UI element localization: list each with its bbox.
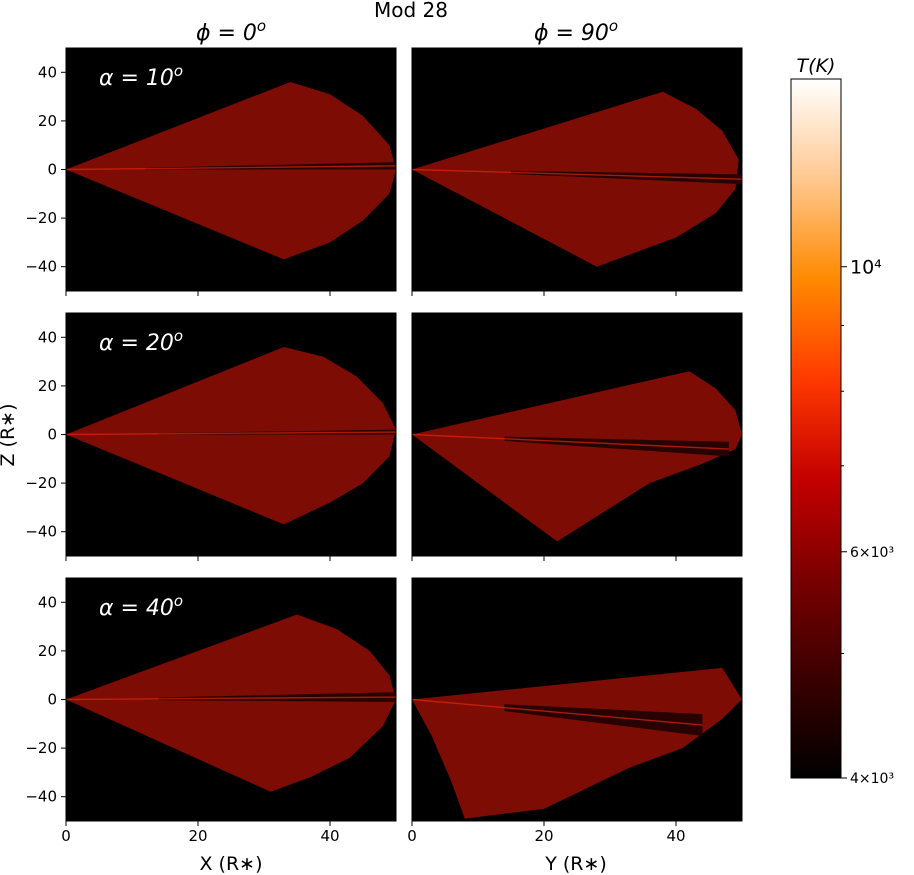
row-label: α = 20o [99,327,183,356]
y-tick-label: 20 [38,642,57,660]
y-axis-label: Z (R∗) [0,403,19,466]
x-tick-label: 40 [320,827,339,845]
y-tick-label: 40 [38,328,57,346]
dark-midplane-band [158,692,396,702]
y-tick-label: 20 [38,112,57,130]
x-tick-label: 40 [666,827,685,845]
hot-midplane-streak [65,165,397,171]
panel-2-2 [411,312,743,561]
column-title-phi-0: ϕ = 0o [196,17,266,46]
colorbar-label: T(K) [797,55,836,77]
x-tick-label: 20 [534,827,553,845]
x-tick-label: 20 [188,827,207,845]
panel-2-1: −40 −20 0 20 40 α = 20o [25,312,397,561]
y-tick-label: −20 [25,474,57,492]
panel-frame [411,47,743,292]
panel-1-2 [411,47,743,296]
colorbar-tick-label: 10⁴ [850,257,882,279]
panel-1-1: −40 −20 0 20 40 α = 10o [25,47,397,296]
disk-region [66,347,396,525]
row-label-text: α = 10 [99,66,174,91]
y-tick-label: 40 [38,63,57,81]
y-tick-label: −40 [25,523,57,541]
row-label-superscript: o [174,62,183,80]
x-axis-label-left: X (R∗) [199,853,262,875]
y-tick-label: 40 [38,593,57,611]
colorbar-tick-label: 6×10³ [850,545,894,561]
hot-midplane-streak [65,431,397,436]
disk-region [412,371,742,542]
y-tick-label: −40 [25,258,57,276]
panel-frame [411,312,743,557]
row-label-text: α = 40 [99,596,174,621]
disk-region [412,667,742,819]
y-tick-label: −20 [25,209,57,227]
x-tick-label: 0 [61,827,71,845]
hot-midplane-streak [411,698,703,726]
y-tick-label: 0 [47,161,57,179]
colorbar-strip [790,78,842,779]
disk-region [66,82,396,260]
y-tick-label: −40 [25,788,57,806]
colorbar-ticks: 4×10³ 6×10³ 10⁴ [841,257,894,787]
row-label: α = 40o [99,592,183,621]
figure-title: Mod 28 [374,0,448,22]
y-tick-label: −20 [25,739,57,757]
hot-midplane-streak [411,168,743,180]
hot-midplane-streak [65,696,397,701]
panel-3-1: 0 20 40 −40 −20 0 20 40 α = 40o [25,577,397,845]
row-label: α = 10o [99,62,183,91]
hot-midplane-streak [411,433,729,450]
panel-frame [411,577,743,822]
colorbar: T(K) 4×10³ 6×10³ 10⁴ [790,55,894,787]
column-title-phi-90: ϕ = 90o [534,17,618,46]
y-tick-label: 0 [47,426,57,444]
x-tick-label: 0 [407,827,417,845]
y-tick-label: 20 [38,377,57,395]
row-label-superscript: o [174,592,183,610]
y-tick-label: 0 [47,691,57,709]
colorbar-tick-label: 4×10³ [850,771,894,787]
disk-region [66,614,396,792]
x-axis-label-right: Y (R∗) [544,853,607,875]
row-label-text: α = 20 [99,331,174,356]
panel-3-2: 0 20 40 [407,577,743,845]
row-label-superscript: o [174,327,183,345]
disk-region [412,91,739,267]
